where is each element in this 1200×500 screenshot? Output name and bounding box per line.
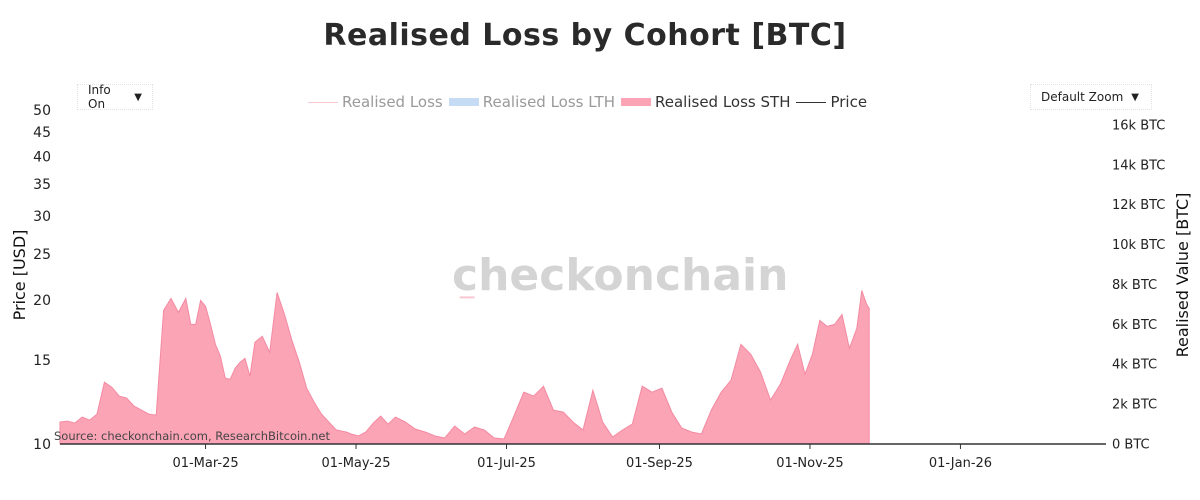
- y-right-tick-label: 4k BTC: [1112, 358, 1157, 373]
- y-left-tick-label: 25: [33, 247, 51, 263]
- x-tick-label: 01-May-25: [321, 456, 390, 471]
- legend-item-realised-loss-sth[interactable]: Realised Loss STH: [621, 93, 790, 111]
- x-tick-label: 01-Jan-26: [929, 456, 992, 471]
- zoom-dropdown-label: Default Zoom: [1041, 90, 1124, 104]
- legend-swatch: [796, 101, 827, 103]
- y-left-tick-label: 40: [33, 149, 51, 165]
- y-left-tick-label: 45: [33, 125, 51, 141]
- chevron-down-icon: ▼: [1131, 91, 1139, 103]
- series-area-realised-loss-sth: [59, 290, 870, 445]
- y-right-tick-label: 14k BTC: [1112, 158, 1165, 173]
- y-right-tick-label: 6k BTC: [1112, 318, 1157, 333]
- info-dropdown[interactable]: Info On ▼: [77, 83, 153, 111]
- chart-legend: Realised Loss Realised Loss LTH Realised…: [308, 93, 873, 111]
- legend-label: Realised Loss: [342, 93, 443, 111]
- y-left-tick-label: 35: [33, 177, 51, 193]
- legend-item-realised-loss[interactable]: Realised Loss: [308, 93, 443, 111]
- y-axis-right-title: Realised Value [BTC]: [1173, 193, 1192, 358]
- y-left-tick-label: 30: [33, 209, 51, 225]
- y-right-tick-label: 2k BTC: [1112, 398, 1157, 413]
- y-left-tick-label: 50: [33, 103, 51, 119]
- x-tick-label: 01-Jul-25: [477, 456, 536, 471]
- y-right-tick-label: 12k BTC: [1112, 198, 1165, 213]
- chart-title: Realised Loss by Cohort [BTC]: [323, 18, 847, 53]
- y-left-tick-label: 15: [33, 353, 51, 369]
- legend-swatch: [308, 101, 338, 103]
- legend-swatch: [621, 98, 651, 106]
- y-left-tick-label: 20: [33, 293, 51, 309]
- zoom-dropdown[interactable]: Default Zoom ▼: [1030, 84, 1152, 110]
- y-axis-left-title: Price [USD]: [10, 230, 29, 321]
- x-tick-label: 01-Nov-25: [776, 456, 844, 471]
- legend-item-price[interactable]: Price: [796, 93, 867, 111]
- legend-item-realised-loss-lth[interactable]: Realised Loss LTH: [448, 93, 615, 111]
- watermark: checkonchain: [452, 250, 788, 301]
- y-right-tick-label: 8k BTC: [1112, 278, 1157, 293]
- y-right-tick-label: 0 BTC: [1112, 438, 1150, 453]
- legend-label: Price: [830, 93, 868, 111]
- y-right-tick-label: 10k BTC: [1112, 238, 1165, 253]
- legend-label: Realised Loss STH: [655, 93, 791, 111]
- legend-label: Realised Loss LTH: [482, 93, 615, 111]
- chevron-down-icon: ▼: [134, 91, 142, 103]
- x-tick-label: 01-Mar-25: [172, 456, 238, 471]
- x-tick-label: 01-Sep-25: [626, 456, 693, 471]
- y-right-tick-label: 16k BTC: [1112, 119, 1165, 134]
- source-note: Source: checkonchain.com, ResearchBitcoi…: [54, 429, 330, 443]
- y-left-tick-label: 10: [33, 437, 51, 453]
- legend-swatch: [448, 98, 479, 106]
- info-dropdown-label: Info On: [88, 83, 111, 111]
